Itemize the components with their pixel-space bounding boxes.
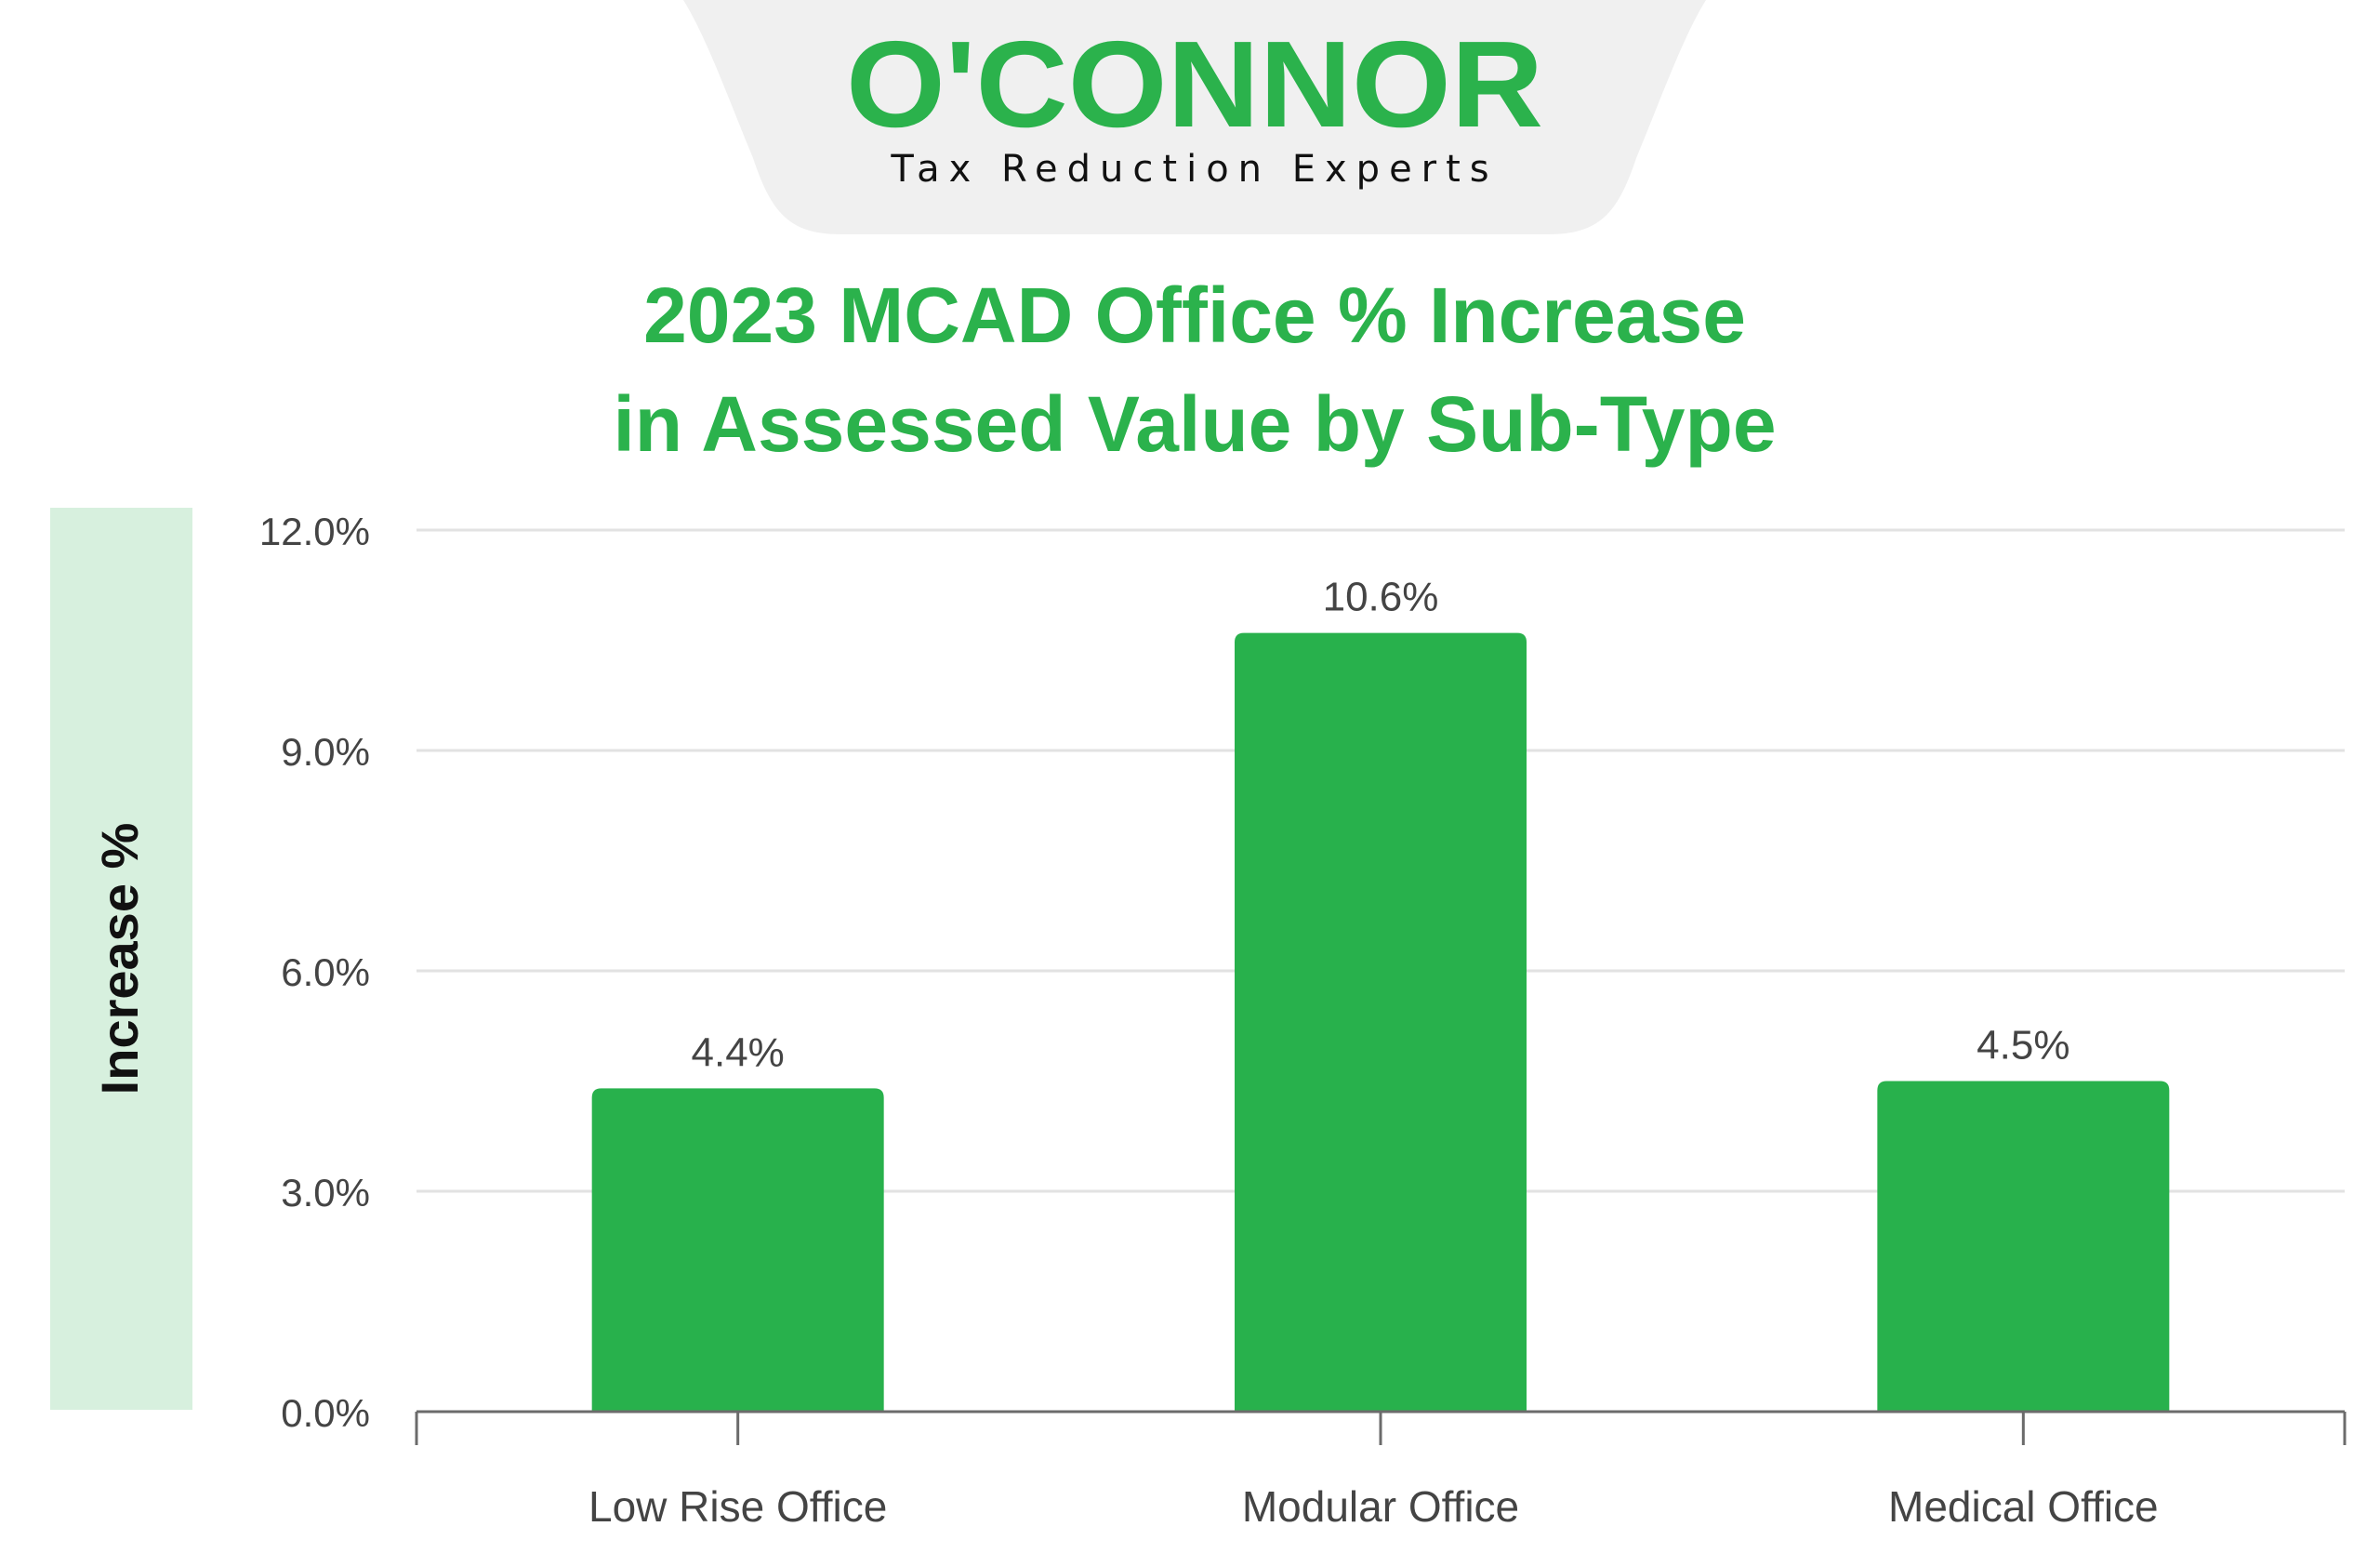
y-axis-label-band (50, 508, 192, 1410)
x-tick-labels: Low Rise Office Modular Office Medical Off… (588, 1482, 2159, 1531)
x-tick-label: Medical Office (1888, 1482, 2159, 1531)
chart-title-line1: 2023 MCAD Office % Increase (643, 272, 1746, 359)
y-tick-label: 9.0% (281, 730, 370, 774)
y-axis-label: Increase % (90, 823, 149, 1095)
bar (1877, 1081, 2170, 1412)
data-labels: 4.4% 10.6% 4.5% (692, 575, 2070, 1076)
logo-wordmark-text: O'CONNOR (846, 16, 1543, 153)
bar (591, 1088, 884, 1412)
y-tick-label: 3.0% (281, 1171, 370, 1215)
x-tick-label: Low Rise Office (588, 1482, 887, 1531)
data-label: 4.5% (1977, 1023, 2069, 1069)
y-tick-label: 6.0% (281, 950, 370, 994)
y-tick-label: 12.0% (259, 510, 370, 553)
logo-tagline: Tax Reduction Experts (890, 148, 1498, 191)
data-label: 4.4% (692, 1029, 785, 1075)
y-tick-labels: 0.0% 3.0% 6.0% 9.0% 12.0% (259, 510, 370, 1435)
logo-wordmark: O'CONNOR (846, 16, 1543, 153)
logo-banner-background (683, 0, 1706, 234)
x-axis (415, 1410, 2347, 1445)
x-tick-label: Modular Office (1242, 1482, 1519, 1531)
bars (591, 632, 2170, 1412)
logo-banner: O'CONNOR Tax Reduction Experts (683, 0, 1706, 234)
data-label: 10.6% (1323, 575, 1439, 620)
y-tick-label: 0.0% (281, 1391, 370, 1435)
bar (1235, 632, 1527, 1412)
chart-title-line2: in Assessed Value by Sub-Type (613, 380, 1776, 468)
